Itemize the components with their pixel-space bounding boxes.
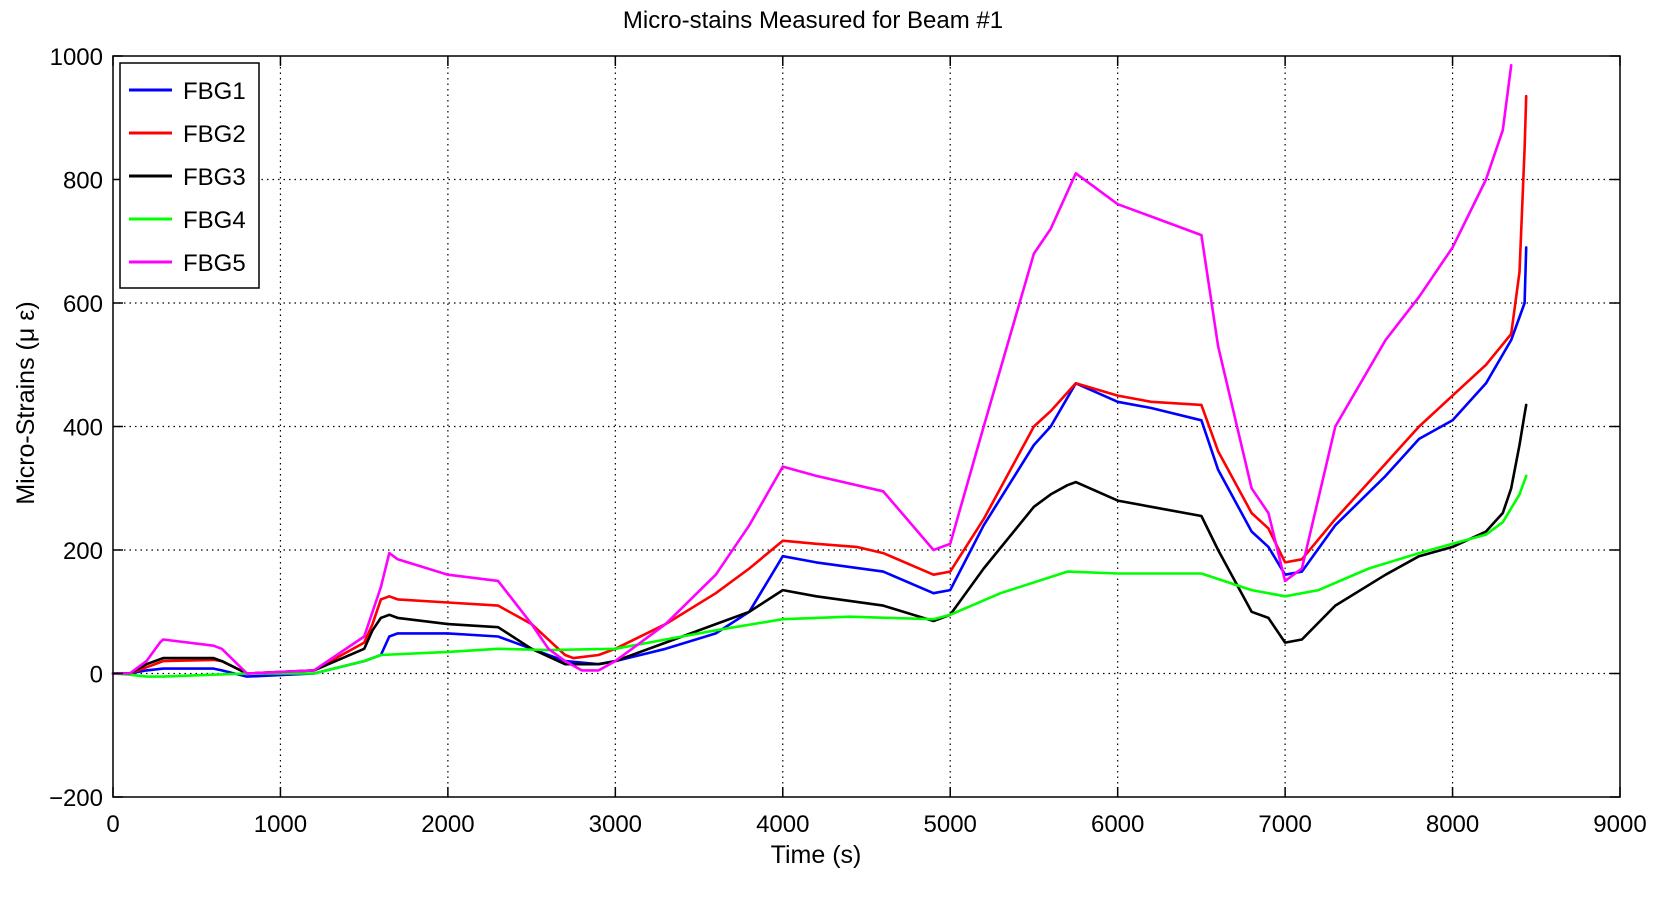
y-tick-label: 0 xyxy=(90,662,103,689)
x-tick-label: 4000 xyxy=(756,811,809,838)
x-tick-label: 3000 xyxy=(589,811,642,838)
x-tick-label: 2000 xyxy=(421,811,474,838)
y-tick-label: 1000 xyxy=(50,44,103,71)
axes: 0 1000 2000 3000 4000 5000 6000 7000 8000 9000−20… xyxy=(49,44,1647,838)
x-tick-label: 1000 xyxy=(254,811,307,838)
legend: FBG1 FBG2 FBG3 FBG4 FBG5 xyxy=(119,62,260,289)
y-tick-label: −200 xyxy=(49,785,103,812)
y-tick-label: 200 xyxy=(63,538,103,565)
x-tick-label: 9000 xyxy=(1593,811,1646,838)
gridlines xyxy=(113,56,1620,797)
series-line-fbg2 xyxy=(111,94,1528,675)
x-axis-title: Time (s) xyxy=(771,841,862,869)
legend-label-fbg4: FBG4 xyxy=(183,207,246,234)
legend-label-fbg3: FBG3 xyxy=(183,164,246,191)
series-line-fbg3 xyxy=(111,403,1528,675)
legend-label-fbg1: FBG1 xyxy=(183,78,246,105)
legend-label-fbg5: FBG5 xyxy=(183,250,246,277)
x-tick-label: 7000 xyxy=(1258,811,1311,838)
legend-label-fbg2: FBG2 xyxy=(183,121,246,148)
x-tick-label: 5000 xyxy=(924,811,977,838)
chart-title: Micro-stains Measured for Beam #1 xyxy=(623,7,1003,34)
series-layer xyxy=(111,64,1528,678)
series-line-fbg5 xyxy=(111,64,1513,675)
y-tick-label: 400 xyxy=(63,415,103,442)
x-tick-label: 6000 xyxy=(1091,811,1144,838)
y-tick-label: 600 xyxy=(63,291,103,318)
y-axis-title: Micro-Strains (μ ε) xyxy=(12,301,40,504)
y-tick-label: 800 xyxy=(63,168,103,195)
x-tick-label: 0 xyxy=(106,811,119,838)
x-tick-label: 8000 xyxy=(1426,811,1479,838)
